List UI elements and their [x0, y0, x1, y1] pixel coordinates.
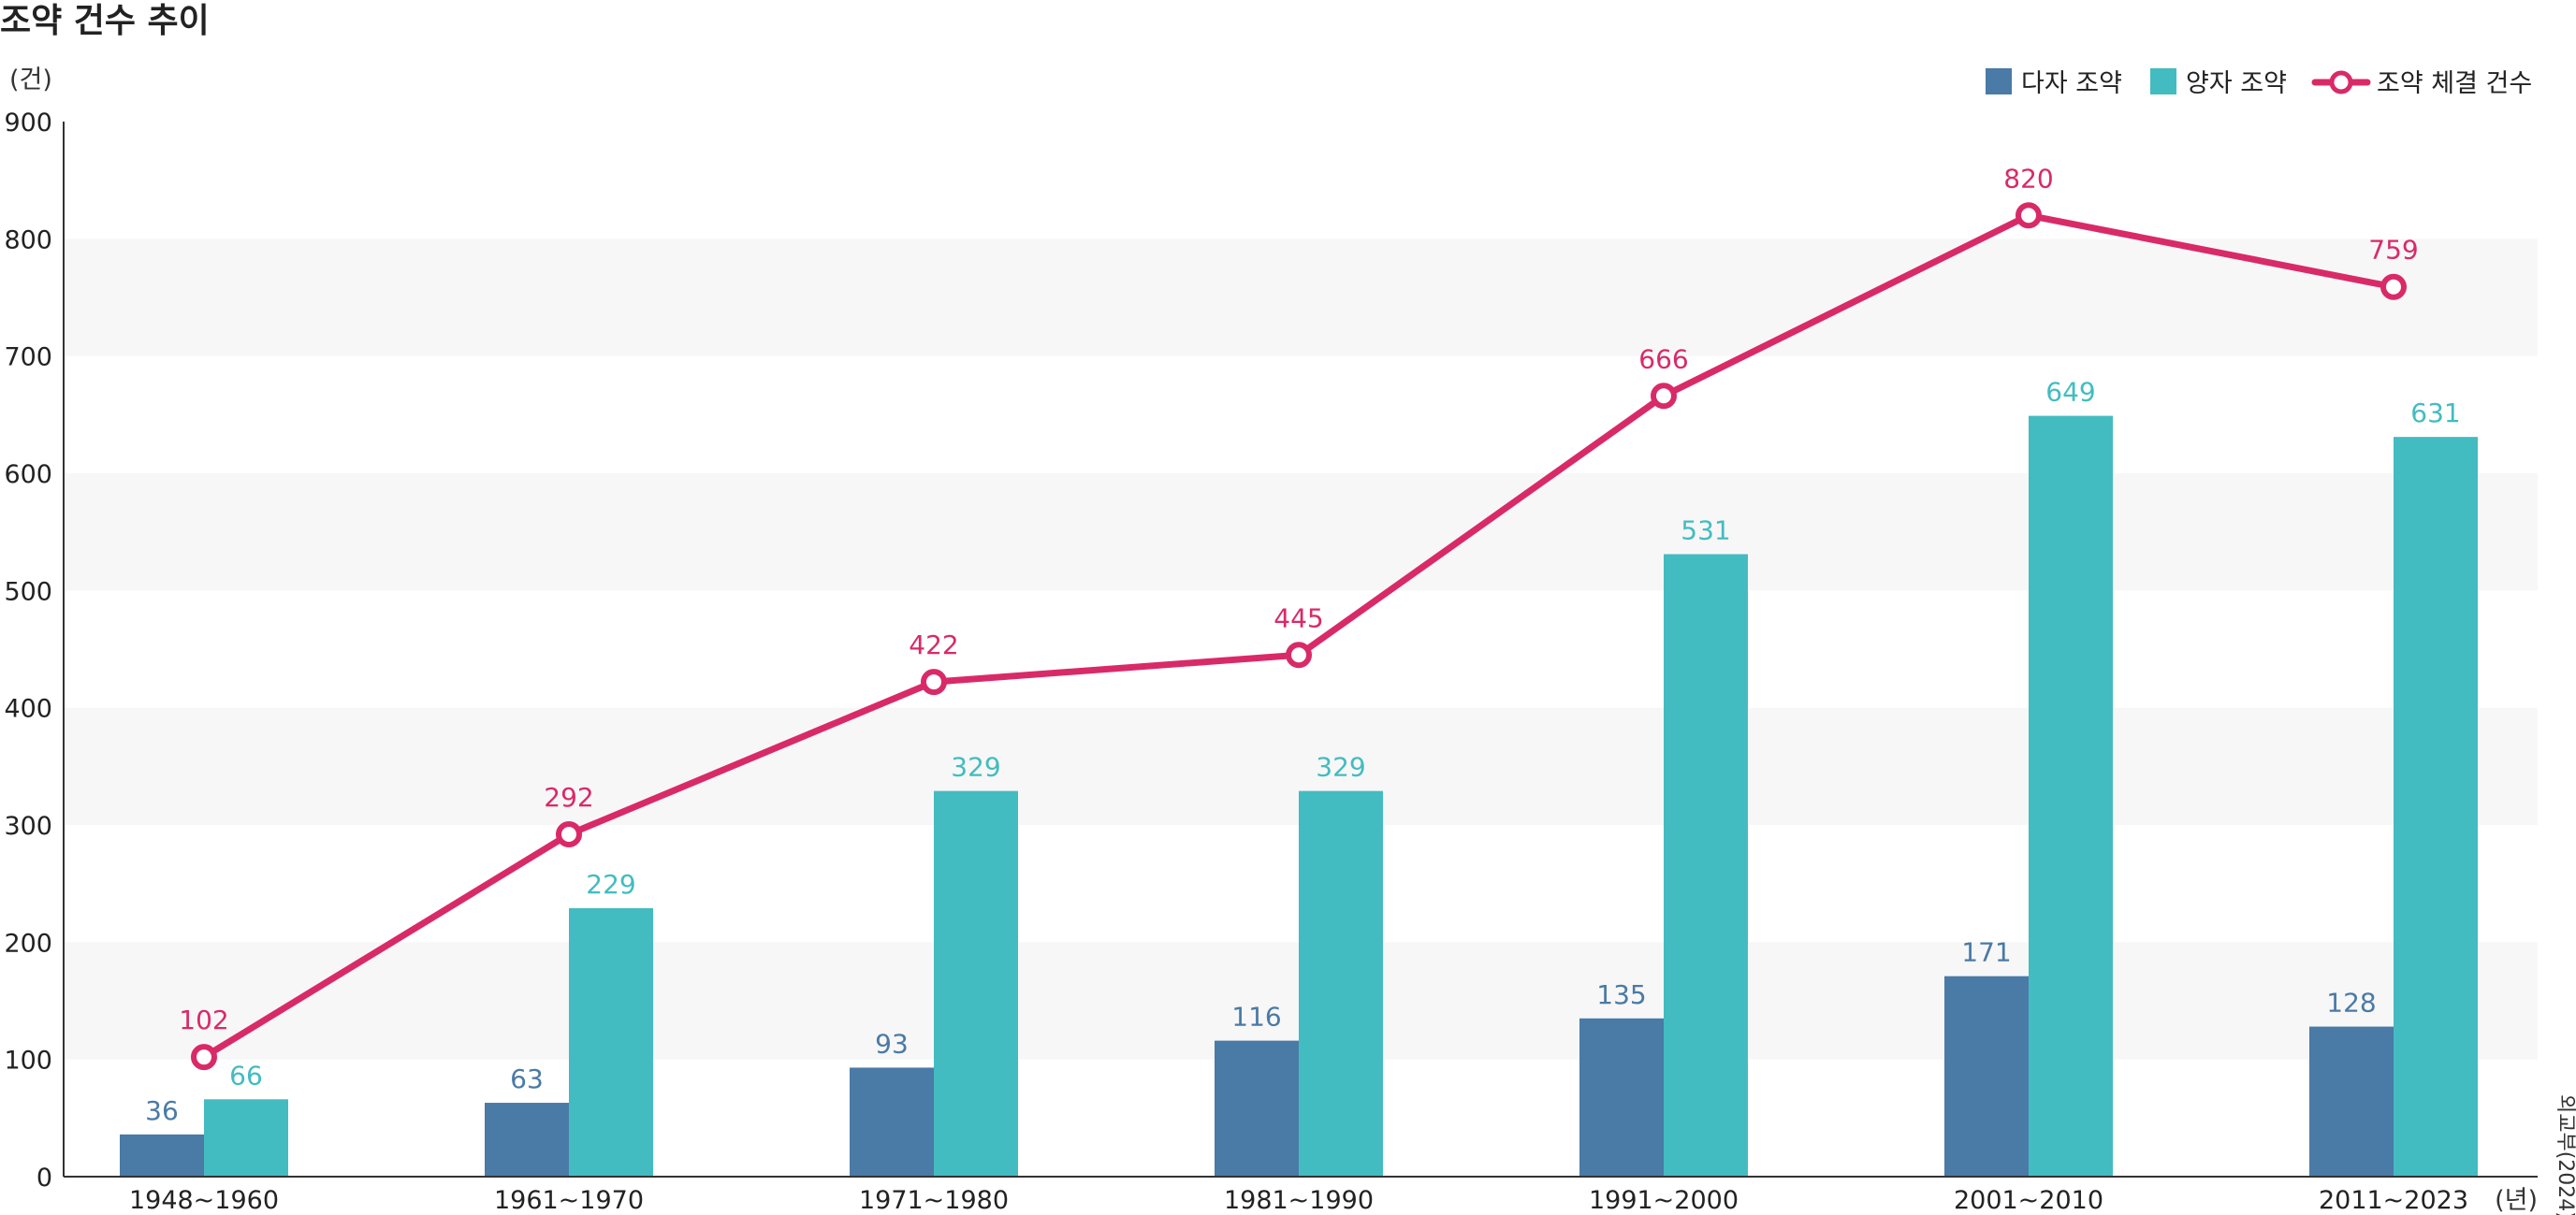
data-label-total: 820 — [2003, 163, 2053, 194]
x-tick-label: 2011~2023 — [2319, 1186, 2468, 1215]
x-axis-ticks: 1948~1960 1961~1970 1971~1980 1981~1990 1991… — [129, 1186, 2468, 1215]
data-label-bilateral: 66 — [229, 1060, 263, 1091]
data-label-multilateral: 135 — [1596, 979, 1646, 1010]
data-label-total: 102 — [179, 1005, 228, 1035]
data-label-multilateral: 116 — [1231, 1002, 1281, 1033]
y-axis-unit: (건) — [9, 65, 52, 94]
legend-label-bilateral: 양자 조약 — [2186, 69, 2287, 98]
grid-band — [64, 122, 2538, 239]
grid-band — [64, 239, 2538, 356]
data-label-multilateral: 128 — [2326, 988, 2376, 1019]
y-tick-label: 800 — [4, 225, 52, 254]
grid-band — [64, 473, 2538, 591]
total-point — [2380, 273, 2407, 300]
bar-multilateral — [1215, 1040, 1299, 1177]
legend: 다자 조약 양자 조약 조약 체결 건수 — [1986, 68, 2532, 98]
bar-bilateral — [1664, 554, 1748, 1177]
y-tick-label: 200 — [4, 929, 52, 958]
total-point — [1651, 383, 1677, 410]
bar-multilateral — [120, 1134, 204, 1177]
x-tick-label: 1971~1980 — [859, 1186, 1009, 1215]
data-label-total: 445 — [1273, 602, 1323, 633]
x-tick-label: 1991~2000 — [1589, 1186, 1739, 1215]
bar-multilateral — [2309, 1026, 2394, 1177]
bar-multilateral — [485, 1103, 569, 1177]
grid-band — [64, 355, 2538, 473]
y-tick-label: 900 — [4, 108, 52, 137]
x-axis-unit: (년) — [2495, 1186, 2538, 1215]
total-point — [191, 1044, 217, 1071]
data-label-multilateral: 36 — [145, 1095, 179, 1126]
axes — [63, 122, 2538, 1178]
x-tick-label: 1948~1960 — [129, 1186, 279, 1215]
data-label-multilateral: 63 — [510, 1063, 544, 1094]
data-label-total: 666 — [1638, 343, 1688, 374]
data-label-bilateral: 229 — [586, 869, 635, 900]
y-tick-label: 700 — [4, 343, 52, 372]
data-label-bilateral: 631 — [2410, 398, 2460, 428]
legend-label-multilateral: 다자 조약 — [2021, 69, 2122, 98]
data-label-total: 422 — [909, 629, 958, 660]
bar-bilateral — [1299, 790, 1383, 1177]
x-tick-label: 1961~1970 — [494, 1186, 644, 1215]
x-tick-label: 2001~2010 — [1954, 1186, 2103, 1215]
source-note: 외교부(2024) — [2554, 1094, 2576, 1215]
bar-multilateral — [850, 1067, 934, 1177]
data-label-bilateral: 531 — [1681, 514, 1730, 545]
legend-marker-total — [2329, 70, 2353, 94]
chart-title: 조약 건수 추이 — [0, 2, 210, 40]
y-tick-label: 400 — [4, 695, 52, 724]
total-point — [2016, 202, 2042, 229]
y-tick-label: 500 — [4, 577, 52, 606]
data-label-bilateral: 329 — [1316, 752, 1365, 783]
y-tick-label: 100 — [4, 1047, 52, 1076]
y-tick-label: 600 — [4, 460, 52, 489]
bar-bilateral — [934, 790, 1018, 1177]
data-label-bilateral: 649 — [2045, 377, 2095, 408]
data-label-total: 759 — [2368, 235, 2418, 266]
bar-bilateral — [569, 907, 653, 1177]
data-label-multilateral: 171 — [1961, 937, 2011, 968]
bar-bilateral — [204, 1099, 288, 1177]
total-point — [921, 669, 947, 696]
data-label-multilateral: 93 — [875, 1028, 909, 1059]
legend-label-total: 조약 체결 건수 — [2377, 69, 2532, 98]
bar-multilateral — [1579, 1018, 1664, 1177]
y-axis-ticks: 0 100 200 300 400 500 600 700 800 900 — [4, 108, 52, 1193]
total-point — [1286, 642, 1312, 669]
data-label-total: 292 — [544, 782, 593, 813]
legend-swatch-bilateral — [2150, 68, 2176, 94]
bar-bilateral — [2394, 437, 2478, 1177]
total-point — [556, 821, 582, 848]
bar-bilateral — [2029, 415, 2113, 1177]
line-series: 102 292 422 445 666 820 759 — [179, 163, 2419, 1071]
y-tick-label: 0 — [36, 1164, 52, 1193]
bar-multilateral — [1944, 976, 2029, 1177]
data-label-bilateral: 329 — [951, 752, 1000, 783]
bar-series: 36 66 63 229 93 329 116 329 135 531 171 649 128 631 — [120, 377, 2478, 1177]
x-tick-label: 1981~1990 — [1224, 1186, 1374, 1215]
y-tick-label: 300 — [4, 812, 52, 841]
legend-swatch-multilateral — [1986, 68, 2012, 94]
